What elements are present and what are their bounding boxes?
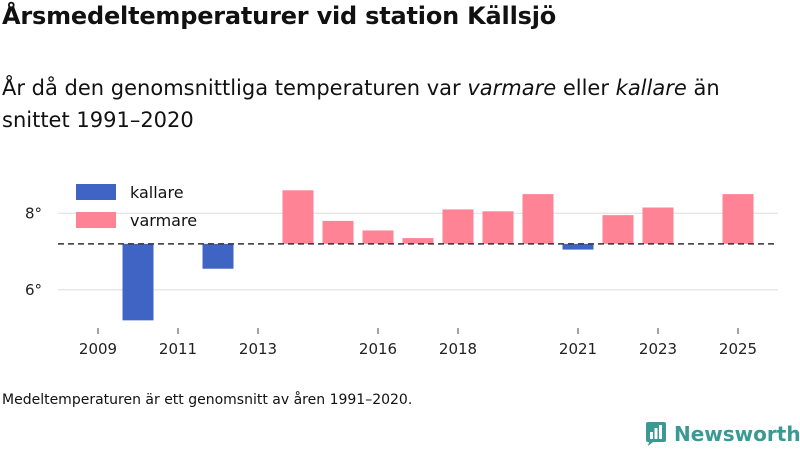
- subtitle-part-3: än snittet 1991–2020: [2, 76, 720, 132]
- bar-2025: [722, 194, 754, 244]
- bar-2012: [202, 243, 234, 269]
- subtitle-colder: kallare: [615, 76, 687, 100]
- x-tick-label: 2023: [639, 340, 677, 358]
- x-tick-label: 2018: [439, 340, 477, 358]
- chart-title: Årsmedeltemperaturer vid station Källsjö: [2, 2, 557, 30]
- x-tick-label: 2013: [239, 340, 277, 358]
- subtitle-part-2: eller: [556, 76, 616, 100]
- bar-chart: 6° 8° 2009 2011 2013 2016 2018 2021 2023 2025 kall…: [25, 183, 778, 358]
- bar-2010: [122, 243, 154, 321]
- brand-name: Newsworthy: [674, 422, 800, 446]
- bar-2014: [282, 190, 314, 244]
- x-tick-label: 2011: [159, 340, 197, 358]
- bar-2023: [642, 207, 674, 244]
- y-tick-label: 6°: [25, 281, 42, 299]
- bar-2019: [482, 211, 514, 244]
- x-tick-label: 2025: [719, 340, 757, 358]
- bar-2022: [602, 215, 634, 244]
- legend-swatch-kallare: [76, 184, 116, 200]
- x-tick-label: 2009: [79, 340, 117, 358]
- legend-label-kallare: kallare: [130, 183, 184, 202]
- subtitle-part-1: År då den genomsnittliga temperaturen va…: [2, 76, 468, 100]
- footnote: Medeltemperaturen är ett genomsnitt av å…: [2, 392, 413, 408]
- y-tick-label: 8°: [25, 204, 42, 222]
- bar-2016: [362, 230, 394, 244]
- bar-2017: [402, 238, 434, 244]
- bar-2021: [562, 243, 594, 250]
- bar-2018: [442, 209, 474, 244]
- bar-2020: [522, 194, 554, 244]
- legend-label-varmare: varmare: [130, 211, 197, 230]
- subtitle-warmer: varmare: [467, 76, 557, 100]
- brand: Newsworthy: [644, 420, 800, 448]
- bar-2015: [322, 220, 354, 244]
- x-tick-label: 2016: [359, 340, 397, 358]
- x-tick-label: 2021: [559, 340, 597, 358]
- legend-swatch-varmare: [76, 212, 116, 228]
- chart-subtitle: År då den genomsnittliga temperaturen va…: [2, 72, 782, 136]
- newsworthy-logo-icon: [646, 422, 666, 446]
